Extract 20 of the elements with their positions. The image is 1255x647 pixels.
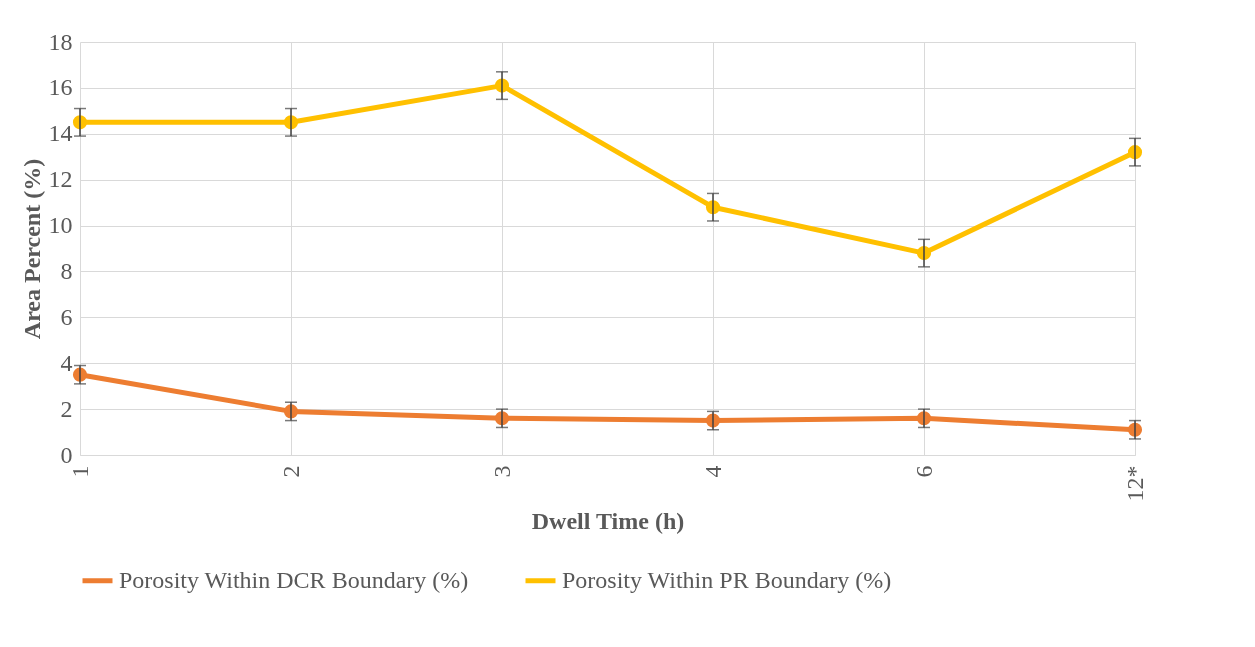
x-tick-label: 4 bbox=[699, 465, 726, 478]
y-tick-label: 10 bbox=[48, 212, 73, 239]
legend-label: Porosity Within PR Boundary (%) bbox=[562, 566, 892, 593]
x-tick-label: 1 bbox=[66, 465, 93, 478]
y-tick-label: 0 bbox=[60, 441, 73, 468]
y-tick-label: 8 bbox=[60, 257, 73, 284]
x-tick-label: 12* bbox=[1121, 465, 1148, 502]
x-tick-label: 6 bbox=[910, 465, 937, 478]
y-tick-label: 18 bbox=[48, 28, 73, 55]
y-tick-label: 12 bbox=[48, 166, 73, 193]
y-axis-title: Area Percent (%) bbox=[18, 158, 45, 340]
y-tick-label: 14 bbox=[48, 120, 73, 147]
y-tick-label: 6 bbox=[60, 303, 73, 330]
y-tick-label: 4 bbox=[60, 349, 73, 376]
x-tick-label: 3 bbox=[488, 465, 515, 478]
y-tick-label: 2 bbox=[60, 395, 73, 422]
x-tick-label: 2 bbox=[277, 465, 304, 478]
x-axis-title: Dwell Time (h) bbox=[531, 507, 685, 534]
legend-label: Porosity Within DCR Boundary (%) bbox=[119, 566, 469, 593]
y-tick-label: 16 bbox=[48, 74, 73, 101]
